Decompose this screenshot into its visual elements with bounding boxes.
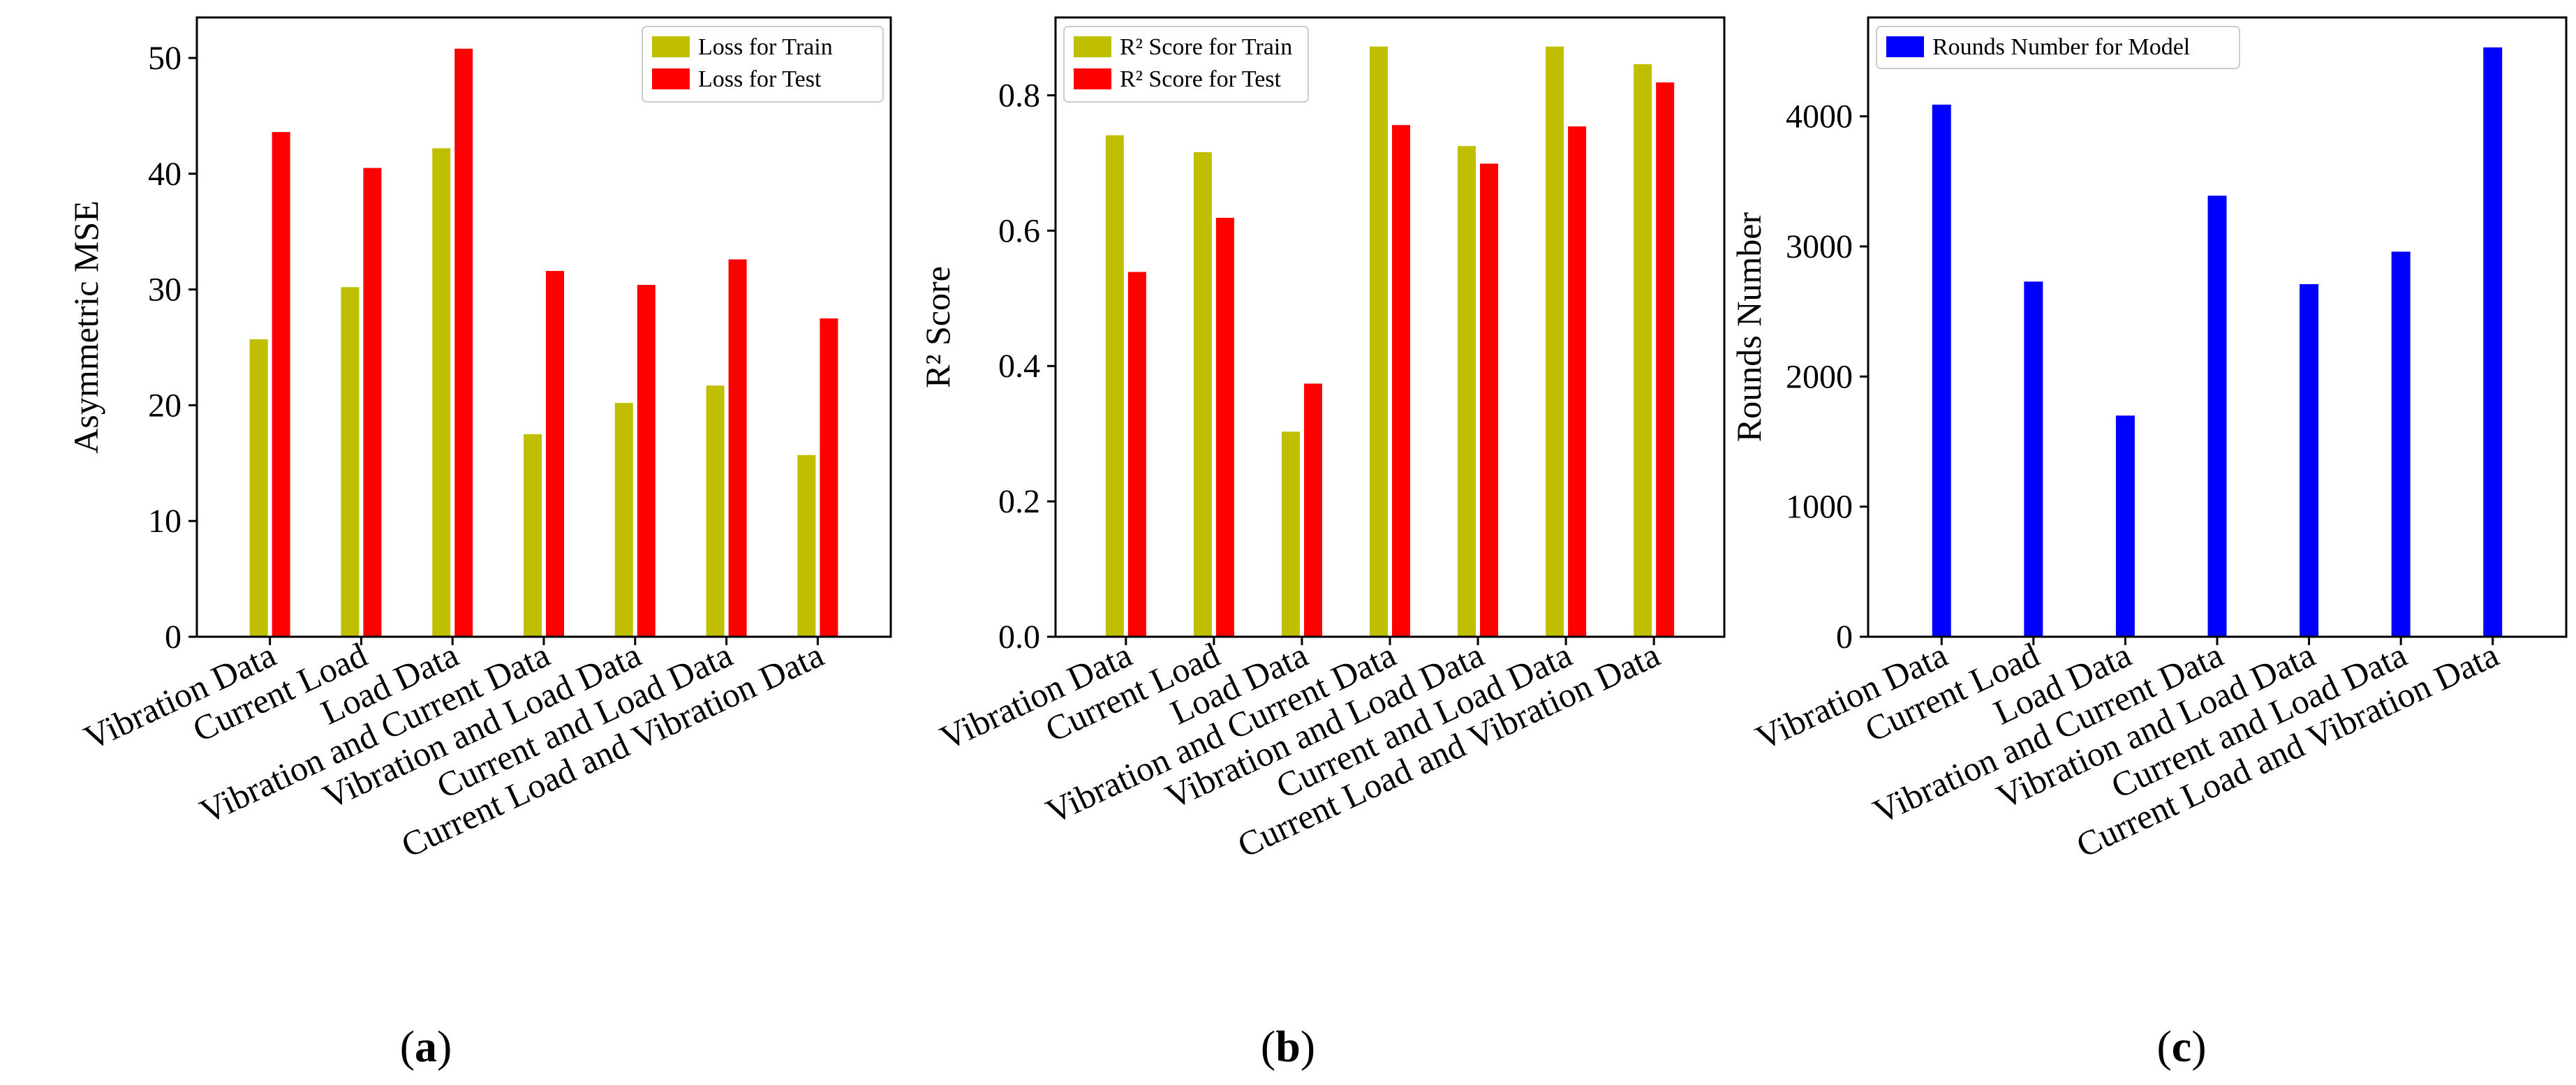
legend-frame-b xyxy=(1063,26,1309,103)
bar-b-s0-2 xyxy=(1281,431,1300,637)
bar-a-s0-0 xyxy=(249,339,268,637)
bar-b-s1-4 xyxy=(1480,163,1499,637)
bar-a-s1-2 xyxy=(454,48,473,637)
legend-a: Loss for Train Loss for Test xyxy=(642,26,884,103)
ytick-label-b-1: 0.2 xyxy=(998,483,1040,520)
bar-b-s1-6 xyxy=(1656,82,1675,637)
ytick-label-a-4: 40 xyxy=(148,156,182,193)
y-axis-title-a: Asymmetric MSE xyxy=(66,200,105,453)
ytick-label-c-0: 0 xyxy=(1836,619,1853,656)
bar-c-s0-3 xyxy=(2207,195,2227,637)
ytick-label-a-0: 0 xyxy=(165,619,182,656)
legend-label-a-1: Loss for Test xyxy=(698,66,822,92)
bar-b-s0-6 xyxy=(1634,64,1652,637)
ytick-label-c-3: 3000 xyxy=(1786,228,1853,265)
panel-caption-a: (a) xyxy=(400,1021,452,1071)
bar-b-s1-2 xyxy=(1303,383,1322,637)
legend-swatch-c-0 xyxy=(1886,36,1924,57)
plot-frame-b xyxy=(1054,16,1726,638)
bar-a-s0-1 xyxy=(341,287,360,637)
ytick-label-a-3: 30 xyxy=(148,272,182,309)
legend-c: Rounds Number for Model xyxy=(1876,26,2240,69)
panel-caption-letter-b: b xyxy=(1275,1021,1301,1071)
legend-swatch-a-1 xyxy=(652,68,690,89)
legend-swatch-a-0 xyxy=(652,36,690,57)
bar-b-s1-1 xyxy=(1215,217,1234,637)
bar-b-s0-3 xyxy=(1370,46,1388,637)
ytick-label-a-2: 20 xyxy=(148,387,182,424)
bar-c-s0-5 xyxy=(2391,251,2411,637)
bar-c-s0-1 xyxy=(2024,281,2043,637)
panel-caption-b: (b) xyxy=(1261,1021,1315,1071)
ytick-label-c-1: 1000 xyxy=(1786,489,1853,526)
ytick-label-b-4: 0.8 xyxy=(998,77,1040,114)
legend-b: R² Score for Train R² Score for Test xyxy=(1063,26,1309,103)
bar-a-s0-5 xyxy=(706,385,725,637)
bar-c-s0-6 xyxy=(2483,47,2503,637)
bar-b-s1-0 xyxy=(1127,272,1146,637)
panel-caption-close-c: ) xyxy=(2191,1021,2206,1071)
legend-frame-c xyxy=(1876,26,2240,69)
bar-a-s1-0 xyxy=(272,132,290,637)
bar-b-s0-5 xyxy=(1546,46,1564,637)
plot-frame-a xyxy=(195,16,892,638)
legend-label-b-1: R² Score for Test xyxy=(1120,66,1282,92)
panel-caption-open-c: ( xyxy=(2156,1021,2171,1071)
bar-a-s0-3 xyxy=(524,434,542,637)
bar-a-s0-4 xyxy=(614,403,633,637)
y-axis-title-c: Rounds Number xyxy=(1729,212,1768,443)
bar-a-s0-2 xyxy=(432,148,451,637)
legend-label-a-0: Loss for Train xyxy=(698,34,833,60)
bar-a-s1-6 xyxy=(820,318,838,637)
y-axis-title-b: R² Score xyxy=(918,266,957,388)
panel-caption-c: (c) xyxy=(2156,1021,2206,1071)
bar-c-s0-0 xyxy=(1932,104,1951,637)
legend-frame-a xyxy=(642,26,884,103)
ytick-label-a-5: 50 xyxy=(148,40,182,77)
panel-caption-letter-c: c xyxy=(2172,1021,2191,1071)
ytick-label-b-0: 0.0 xyxy=(998,619,1040,656)
bar-c-s0-4 xyxy=(2300,284,2319,637)
legend-swatch-b-1 xyxy=(1074,68,1111,89)
bar-a-s1-5 xyxy=(728,259,747,637)
bar-a-s1-3 xyxy=(546,271,564,637)
panel-caption-letter-a: a xyxy=(415,1021,437,1071)
bar-b-s0-1 xyxy=(1193,152,1212,637)
bar-b-s1-5 xyxy=(1568,126,1587,637)
ytick-label-b-2: 0.4 xyxy=(998,348,1040,385)
panel-caption-open-a: ( xyxy=(400,1021,415,1071)
panel-caption-open-b: ( xyxy=(1261,1021,1275,1071)
bar-b-s0-4 xyxy=(1458,146,1476,637)
bar-a-s0-6 xyxy=(797,455,816,637)
bar-c-s0-2 xyxy=(2115,415,2135,637)
ytick-label-b-3: 0.6 xyxy=(998,212,1040,249)
bar-b-s0-0 xyxy=(1105,135,1124,637)
ytick-label-c-4: 4000 xyxy=(1786,98,1853,135)
legend-label-c-0: Rounds Number for Model xyxy=(1932,34,2190,60)
bar-a-s1-1 xyxy=(363,168,382,637)
panel-caption-close-a: ) xyxy=(437,1021,452,1071)
panel-caption-close-b: ) xyxy=(1301,1021,1315,1071)
bar-a-s1-4 xyxy=(637,284,656,637)
legend-label-b-0: R² Score for Train xyxy=(1120,34,1292,60)
ytick-label-a-1: 10 xyxy=(148,503,182,540)
ytick-label-c-2: 2000 xyxy=(1786,358,1853,395)
legend-swatch-b-0 xyxy=(1074,36,1111,57)
bar-b-s1-3 xyxy=(1392,125,1410,637)
